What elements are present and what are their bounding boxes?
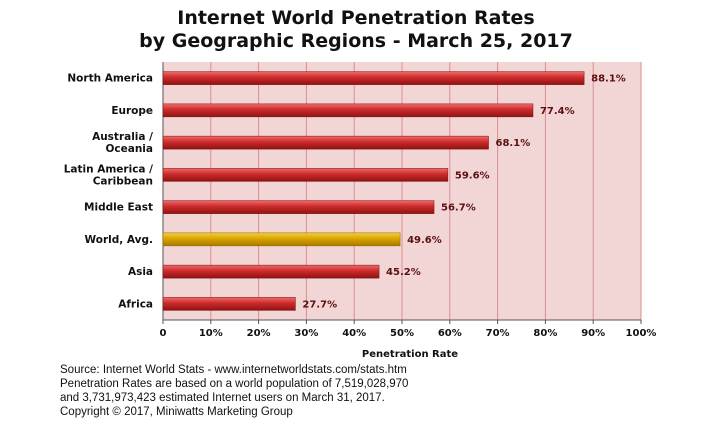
category-label: Latin America / Caribbean	[64, 163, 153, 187]
category-label-line: Africa	[118, 298, 153, 310]
category-label: North America	[67, 73, 153, 85]
data-label: 49.6%	[407, 235, 442, 246]
bar	[162, 200, 435, 214]
x-tick-label: 90%	[581, 328, 605, 339]
category-label-line: Oceania	[105, 143, 153, 155]
x-tick-label: 50%	[390, 328, 414, 339]
plot-area: 0 10% 20% 30% 40% 50% 60% 70% 80% 90% 100% 88.1% Nor…	[64, 62, 657, 360]
category-label-line: Caribbean	[93, 175, 153, 187]
x-tick-label: 0	[160, 328, 167, 339]
bar	[162, 297, 296, 311]
methodology-line: Penetration Rates are based on a world p…	[60, 378, 409, 390]
x-tick-label: 20%	[247, 328, 271, 339]
category-label-line: Latin America /	[64, 163, 153, 175]
bar	[162, 264, 380, 279]
category-label-line: Europe	[111, 105, 153, 117]
category-label-line: World, Avg.	[85, 234, 153, 246]
data-label: 45.2%	[386, 267, 421, 278]
bar	[162, 168, 449, 182]
chart-title-line-1: Internet World Penetration Rates	[177, 7, 535, 29]
methodology-line: and 3,731,973,423 estimated Internet use…	[60, 392, 385, 404]
category-label-line: Asia	[128, 266, 153, 278]
category-label: World, Avg.	[85, 234, 153, 246]
category-label: Europe	[111, 105, 153, 117]
data-label: 27.7%	[302, 299, 337, 310]
bar-highlight	[162, 232, 401, 247]
x-tick-label: 100%	[626, 328, 657, 339]
x-tick-label: 40%	[342, 328, 366, 339]
bar	[162, 103, 534, 118]
bar	[162, 135, 489, 150]
data-label: 77.4%	[540, 106, 575, 117]
x-tick-label: 70%	[486, 328, 510, 339]
x-tick-label: 30%	[294, 328, 318, 339]
copyright-line: Copyright © 2017, Miniwatts Marketing Gr…	[60, 406, 293, 418]
category-label: Asia	[128, 266, 153, 278]
penetration-chart: Internet World Penetration Rates by Geog…	[64, 7, 657, 360]
category-label: Middle East	[84, 202, 153, 214]
x-tick-label: 80%	[533, 328, 557, 339]
data-label: 56.7%	[441, 203, 476, 214]
category-label-line: Australia /	[92, 131, 153, 143]
category-label: Australia / Oceania	[92, 131, 153, 155]
x-axis-title: Penetration Rate	[362, 349, 458, 360]
x-tick-label: 10%	[199, 328, 223, 339]
source-note: Source: Internet World Stats - www.inter…	[60, 363, 700, 419]
category-label-line: North America	[67, 73, 153, 85]
data-label: 59.6%	[455, 170, 490, 181]
category-label: Africa	[118, 298, 153, 310]
bar	[162, 71, 585, 85]
category-label-line: Middle East	[84, 202, 153, 214]
chart-title-line-2: by Geographic Regions - March 25, 2017	[139, 30, 573, 52]
data-label: 88.1%	[591, 74, 626, 85]
data-label: 68.1%	[496, 138, 531, 149]
source-line: Source: Internet World Stats - www.inter…	[60, 364, 407, 376]
x-tick-label: 60%	[438, 328, 462, 339]
